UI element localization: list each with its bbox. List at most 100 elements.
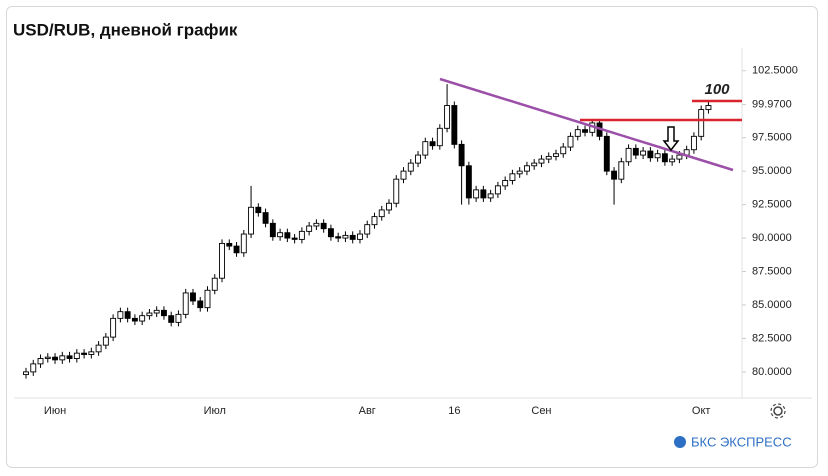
candle-body — [603, 135, 610, 172]
candle-body — [190, 292, 196, 302]
y-tick-label: 95.0000 — [752, 165, 792, 177]
candle-body — [676, 154, 683, 160]
x-tick-label: Сен — [531, 405, 551, 417]
y-tick-label: 102.5000 — [752, 65, 798, 77]
candle-body — [487, 193, 494, 199]
candle-body — [386, 202, 392, 211]
candle-body — [538, 158, 545, 164]
chart-title: USD/RUB, дневной график — [13, 20, 238, 39]
candle-body — [640, 150, 647, 156]
candle-body — [705, 105, 712, 111]
brand: БКС ЭКСПРЕСС — [691, 434, 792, 449]
candle-body — [277, 232, 284, 238]
candle-body — [494, 185, 501, 195]
card — [6, 6, 818, 468]
x-tick-label: Июн — [44, 405, 66, 417]
candle-body — [690, 135, 697, 151]
y-tick-label: 82.5000 — [752, 332, 792, 344]
candle-body — [560, 146, 567, 155]
candle-body — [429, 141, 436, 147]
candle-body — [531, 162, 538, 167]
y-tick-label: 80.0000 — [752, 366, 792, 378]
candle-body — [168, 315, 175, 323]
x-tick-label: 16 — [448, 405, 460, 417]
candle-body — [313, 222, 320, 227]
candle-body — [422, 141, 429, 156]
candle-body — [23, 371, 29, 376]
candle-body — [226, 242, 233, 247]
candle-body — [160, 309, 167, 317]
x-tick-label: Окт — [692, 405, 711, 417]
candle-body — [81, 352, 88, 355]
candle-body — [197, 300, 204, 309]
candle-body — [407, 162, 414, 172]
candle-body — [219, 242, 225, 279]
candle-body — [480, 189, 487, 199]
candle-body — [102, 336, 109, 346]
candle-body — [153, 309, 160, 314]
candle-body — [661, 153, 668, 163]
y-tick-label: 92.5000 — [752, 199, 792, 211]
candle-body — [182, 292, 189, 315]
candle-body — [44, 356, 51, 359]
trend-line — [439, 77, 734, 172]
candle-body — [618, 161, 625, 180]
candle-body — [110, 317, 117, 338]
candle-body — [30, 363, 37, 373]
candle-body — [436, 127, 443, 147]
y-tick-label: 85.0000 — [752, 299, 792, 311]
candle-body — [335, 236, 342, 239]
candle-body — [306, 225, 313, 232]
brand-logo: БКС ЭКСПРЕСС — [674, 434, 792, 449]
candle-body — [371, 216, 378, 226]
candle-body — [502, 180, 509, 187]
candle-body — [124, 311, 131, 319]
candle-body — [545, 155, 552, 160]
candle-body — [669, 158, 676, 163]
settings-icon[interactable] — [770, 403, 786, 419]
candle-body — [625, 147, 632, 163]
candle-body — [611, 170, 618, 180]
candle-body — [378, 209, 385, 218]
y-tick-label: 97.5000 — [752, 132, 792, 144]
candle-body — [269, 222, 276, 238]
candle-body — [284, 232, 291, 239]
candle-body — [342, 234, 349, 239]
candle-body — [654, 153, 661, 159]
candle-body — [400, 170, 407, 180]
candle-body — [204, 289, 211, 309]
annotation: 100 — [704, 81, 730, 98]
candle-body — [37, 358, 44, 365]
candle-body — [175, 313, 182, 323]
candle-body — [139, 315, 146, 322]
candle-body — [574, 129, 581, 137]
candle-body — [320, 222, 327, 230]
y-tick-label: 90.0000 — [752, 232, 792, 244]
candle-body — [146, 312, 153, 317]
candle-body — [291, 237, 298, 240]
candle-body — [509, 173, 516, 181]
candle-body — [73, 352, 80, 359]
candle-body — [451, 105, 458, 145]
candle-body — [327, 228, 334, 238]
candle-body — [357, 233, 363, 240]
candle-body — [473, 189, 480, 199]
candle-body — [298, 230, 305, 240]
candle-body — [567, 135, 574, 148]
arrow — [662, 126, 680, 152]
candle-body — [458, 143, 465, 167]
candle-body — [52, 356, 58, 361]
candle-body — [211, 277, 218, 291]
y-tick-label: 87.5000 — [752, 265, 792, 277]
y-tick-label: 99.9700 — [752, 99, 792, 111]
x-tick-label: Июл — [204, 405, 226, 417]
candle-body — [248, 206, 255, 235]
candle-body — [240, 233, 247, 254]
candle-body — [465, 165, 472, 199]
candle-body — [632, 147, 639, 156]
candle-body — [444, 105, 451, 129]
candle-body — [698, 109, 705, 137]
candle-body — [131, 317, 138, 322]
candle-body — [553, 153, 559, 157]
candle-body — [415, 154, 421, 164]
